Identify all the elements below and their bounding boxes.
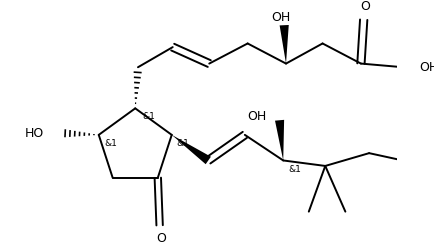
Text: O: O [361, 0, 371, 13]
Text: O: O [157, 232, 166, 244]
Text: &1: &1 [176, 139, 189, 148]
Text: HO: HO [25, 127, 44, 140]
Text: &1: &1 [104, 139, 117, 148]
Polygon shape [275, 120, 284, 161]
Text: OH: OH [247, 110, 267, 123]
Polygon shape [279, 25, 289, 64]
Text: OH: OH [271, 11, 290, 24]
Text: &1: &1 [142, 112, 155, 121]
Polygon shape [172, 135, 211, 164]
Text: &1: &1 [289, 165, 302, 174]
Text: OH: OH [419, 61, 434, 74]
